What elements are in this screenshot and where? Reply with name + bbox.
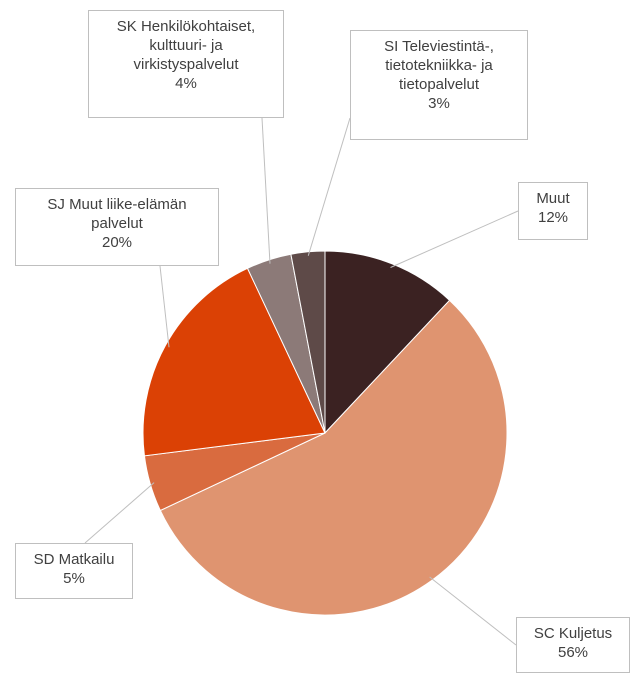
- value-label: 3%: [428, 95, 450, 112]
- category-label: SK Henkilökohtaiset, kulttuuri- ja virki…: [116, 18, 256, 73]
- slice: [159, 299, 508, 616]
- category-label: Muut: [536, 190, 570, 207]
- category-label: SJ Muut liike-elämän palvelut: [47, 196, 187, 232]
- slice: [290, 250, 326, 434]
- leader-line: [429, 576, 517, 646]
- value-label: 56%: [557, 644, 589, 661]
- slice: [142, 267, 326, 457]
- leader-line: [390, 210, 519, 268]
- slice: [324, 250, 451, 435]
- data-label: SJ Muut liike-elämän palvelut 20%: [15, 188, 219, 266]
- leader-line: [307, 117, 351, 256]
- leader-line: [84, 482, 155, 544]
- category-label: SI Televiestintä-, tietotekniikka- ja ti…: [384, 38, 494, 93]
- value-label: 5%: [63, 570, 85, 587]
- value-label: 12%: [537, 209, 569, 226]
- value-label: 20%: [101, 234, 133, 251]
- data-label: SC Kuljetus 56%: [516, 617, 630, 673]
- leader-line: [261, 117, 271, 264]
- data-label: SI Televiestintä-, tietotekniikka- ja ti…: [350, 30, 528, 140]
- data-label: Muut 12%: [518, 182, 588, 240]
- category-label: SD Matkailu: [33, 551, 115, 568]
- data-label: SD Matkailu 5%: [15, 543, 133, 599]
- leader-line: [159, 265, 170, 348]
- value-label: 4%: [175, 75, 197, 92]
- data-label: SK Henkilökohtaiset, kulttuuri- ja virki…: [88, 10, 284, 118]
- category-label: SC Kuljetus: [533, 625, 613, 642]
